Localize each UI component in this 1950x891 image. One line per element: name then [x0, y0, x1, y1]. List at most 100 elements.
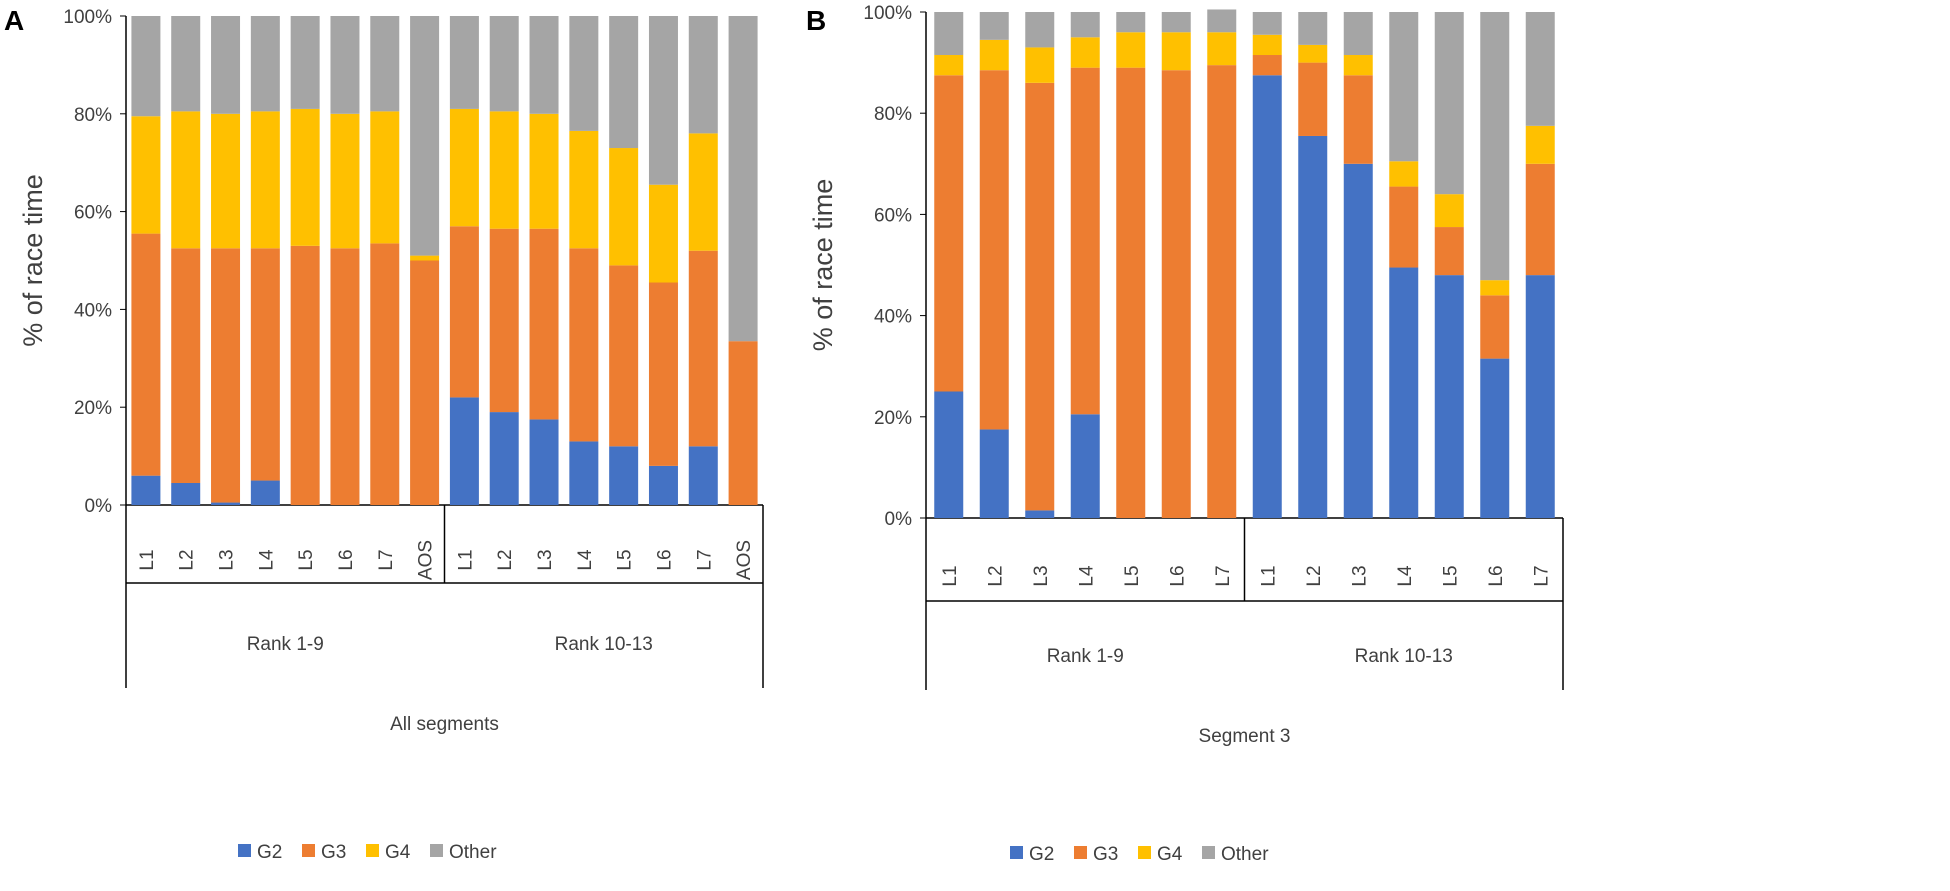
- bar-g2-l1: [131, 475, 161, 505]
- bar-g2-l7: [688, 446, 718, 505]
- x-category-label: L3: [1349, 565, 1370, 586]
- bar-g3-l5: [1434, 227, 1464, 276]
- bar-g2-l3: [1025, 510, 1055, 518]
- panel-letter: A: [4, 5, 24, 36]
- x-category-label: AOS: [416, 540, 437, 580]
- x-category-label: L7: [1531, 565, 1552, 586]
- bar-g3-l1: [449, 226, 479, 398]
- bar-other-l7: [688, 16, 718, 134]
- x-category-label: L3: [1031, 565, 1052, 586]
- x-category-label: L4: [256, 549, 277, 571]
- y-tick-label: 40%: [874, 307, 912, 328]
- bar-g2-l4: [569, 441, 599, 505]
- bar-g2-l1: [934, 391, 964, 518]
- bar-g2-l5: [1434, 275, 1464, 518]
- bar-g4-l6: [1161, 32, 1191, 71]
- bar-g4-l1: [449, 108, 479, 227]
- x-category-label: L4: [1076, 565, 1097, 587]
- bar-g4-l4: [250, 111, 280, 249]
- bar-g4-l5: [609, 148, 639, 266]
- y-tick-label: 0%: [85, 496, 113, 517]
- x-category-label: L1: [137, 549, 158, 570]
- x-category-label: L4: [1395, 565, 1416, 587]
- x-category-label: L2: [495, 549, 516, 570]
- bar-other-l4: [569, 16, 599, 131]
- bar-g3-l1: [131, 233, 161, 476]
- bar-g2-l3: [1343, 163, 1373, 519]
- y-tick-label: 20%: [874, 408, 912, 429]
- bar-g3-l3: [1025, 82, 1055, 511]
- bar-g4-l2: [1298, 44, 1328, 63]
- bar-other-l7: [1207, 9, 1237, 33]
- bar-g3-l6: [330, 248, 360, 505]
- x-category-label: L3: [535, 549, 556, 570]
- bar-g4-l3: [1025, 47, 1055, 83]
- x-category-label: L2: [1304, 565, 1325, 586]
- bar-g2-l2: [489, 412, 519, 505]
- bar-g4-l1: [934, 55, 964, 76]
- bar-g2-l7: [1525, 275, 1555, 518]
- bar-g2-l1: [1252, 75, 1282, 518]
- legend-label: G3: [1093, 844, 1118, 865]
- bar-g3-aos: [728, 341, 758, 505]
- y-tick-label: 80%: [74, 105, 112, 126]
- bar-g4-l4: [1070, 37, 1100, 68]
- bar-other-l1: [1252, 12, 1282, 35]
- bar-g3-l5: [290, 245, 320, 505]
- bar-other-l6: [648, 16, 678, 185]
- x-category-label: L5: [615, 549, 636, 570]
- y-tick-label: 60%: [74, 203, 112, 224]
- y-tick-label: 100%: [863, 3, 912, 24]
- bar-g3-l2: [489, 228, 519, 413]
- x-category-label: L6: [336, 549, 357, 570]
- bar-g4-l6: [648, 184, 678, 283]
- bar-other-l3: [1025, 12, 1055, 48]
- bar-g4-l5: [1116, 32, 1146, 68]
- bar-g3-l2: [171, 248, 201, 483]
- x-category-label: L7: [1213, 565, 1234, 586]
- bar-g3-l1: [934, 75, 964, 392]
- bar-other-l6: [330, 16, 360, 114]
- bar-other-l6: [1480, 12, 1510, 281]
- x-category-label: L6: [654, 549, 675, 570]
- bar-g4-l2: [171, 111, 201, 249]
- bar-other-l3: [529, 16, 559, 114]
- x-category-label: L2: [985, 565, 1006, 586]
- bar-g3-l7: [370, 243, 400, 505]
- bar-other-l5: [1434, 12, 1464, 195]
- bar-other-l5: [1116, 12, 1146, 33]
- bar-g4-l3: [211, 113, 241, 249]
- bar-g2-l1: [449, 397, 479, 505]
- legend-label: G4: [385, 842, 411, 863]
- bar-g4-aos: [410, 255, 440, 261]
- bar-other-l1: [449, 16, 479, 109]
- x-category-label: L6: [1167, 565, 1188, 586]
- chart-panel-b: B % of race time 0% 20% 40% 60% 80% 100% L1 L2 L3 L…: [806, 3, 1564, 865]
- bar-other-l2: [171, 16, 201, 112]
- bar-g4-l4: [1389, 161, 1419, 187]
- bar-g3-l4: [569, 248, 599, 442]
- bar-other-l7: [1525, 12, 1555, 126]
- bar-g2-l2: [979, 429, 1009, 518]
- x-category-label: L5: [296, 549, 317, 570]
- bar-other-l4: [1070, 12, 1100, 38]
- segment-label: Segment 3: [1199, 726, 1291, 747]
- bar-g4-l3: [1343, 55, 1373, 76]
- x-category-label: AOS: [734, 540, 755, 580]
- legend-label: Other: [1221, 844, 1269, 865]
- bar-other-l2: [489, 16, 519, 112]
- y-axis-label: % of race time: [808, 179, 838, 352]
- bar-g4-l7: [370, 111, 400, 244]
- bar-g4-l5: [290, 108, 320, 246]
- x-category-label: L6: [1486, 565, 1507, 586]
- bar-other-aos: [410, 16, 440, 256]
- x-category-label: L2: [177, 549, 198, 570]
- bar-g3-l6: [1480, 295, 1510, 359]
- bar-g4-l2: [979, 39, 1009, 71]
- bar-g4-l6: [1480, 280, 1510, 296]
- y-tick-label: 80%: [874, 104, 912, 125]
- legend-label: G2: [257, 842, 282, 863]
- bar-g2-l6: [1480, 358, 1510, 518]
- legend-label: G2: [1029, 844, 1054, 865]
- bar-g2-l4: [250, 480, 280, 505]
